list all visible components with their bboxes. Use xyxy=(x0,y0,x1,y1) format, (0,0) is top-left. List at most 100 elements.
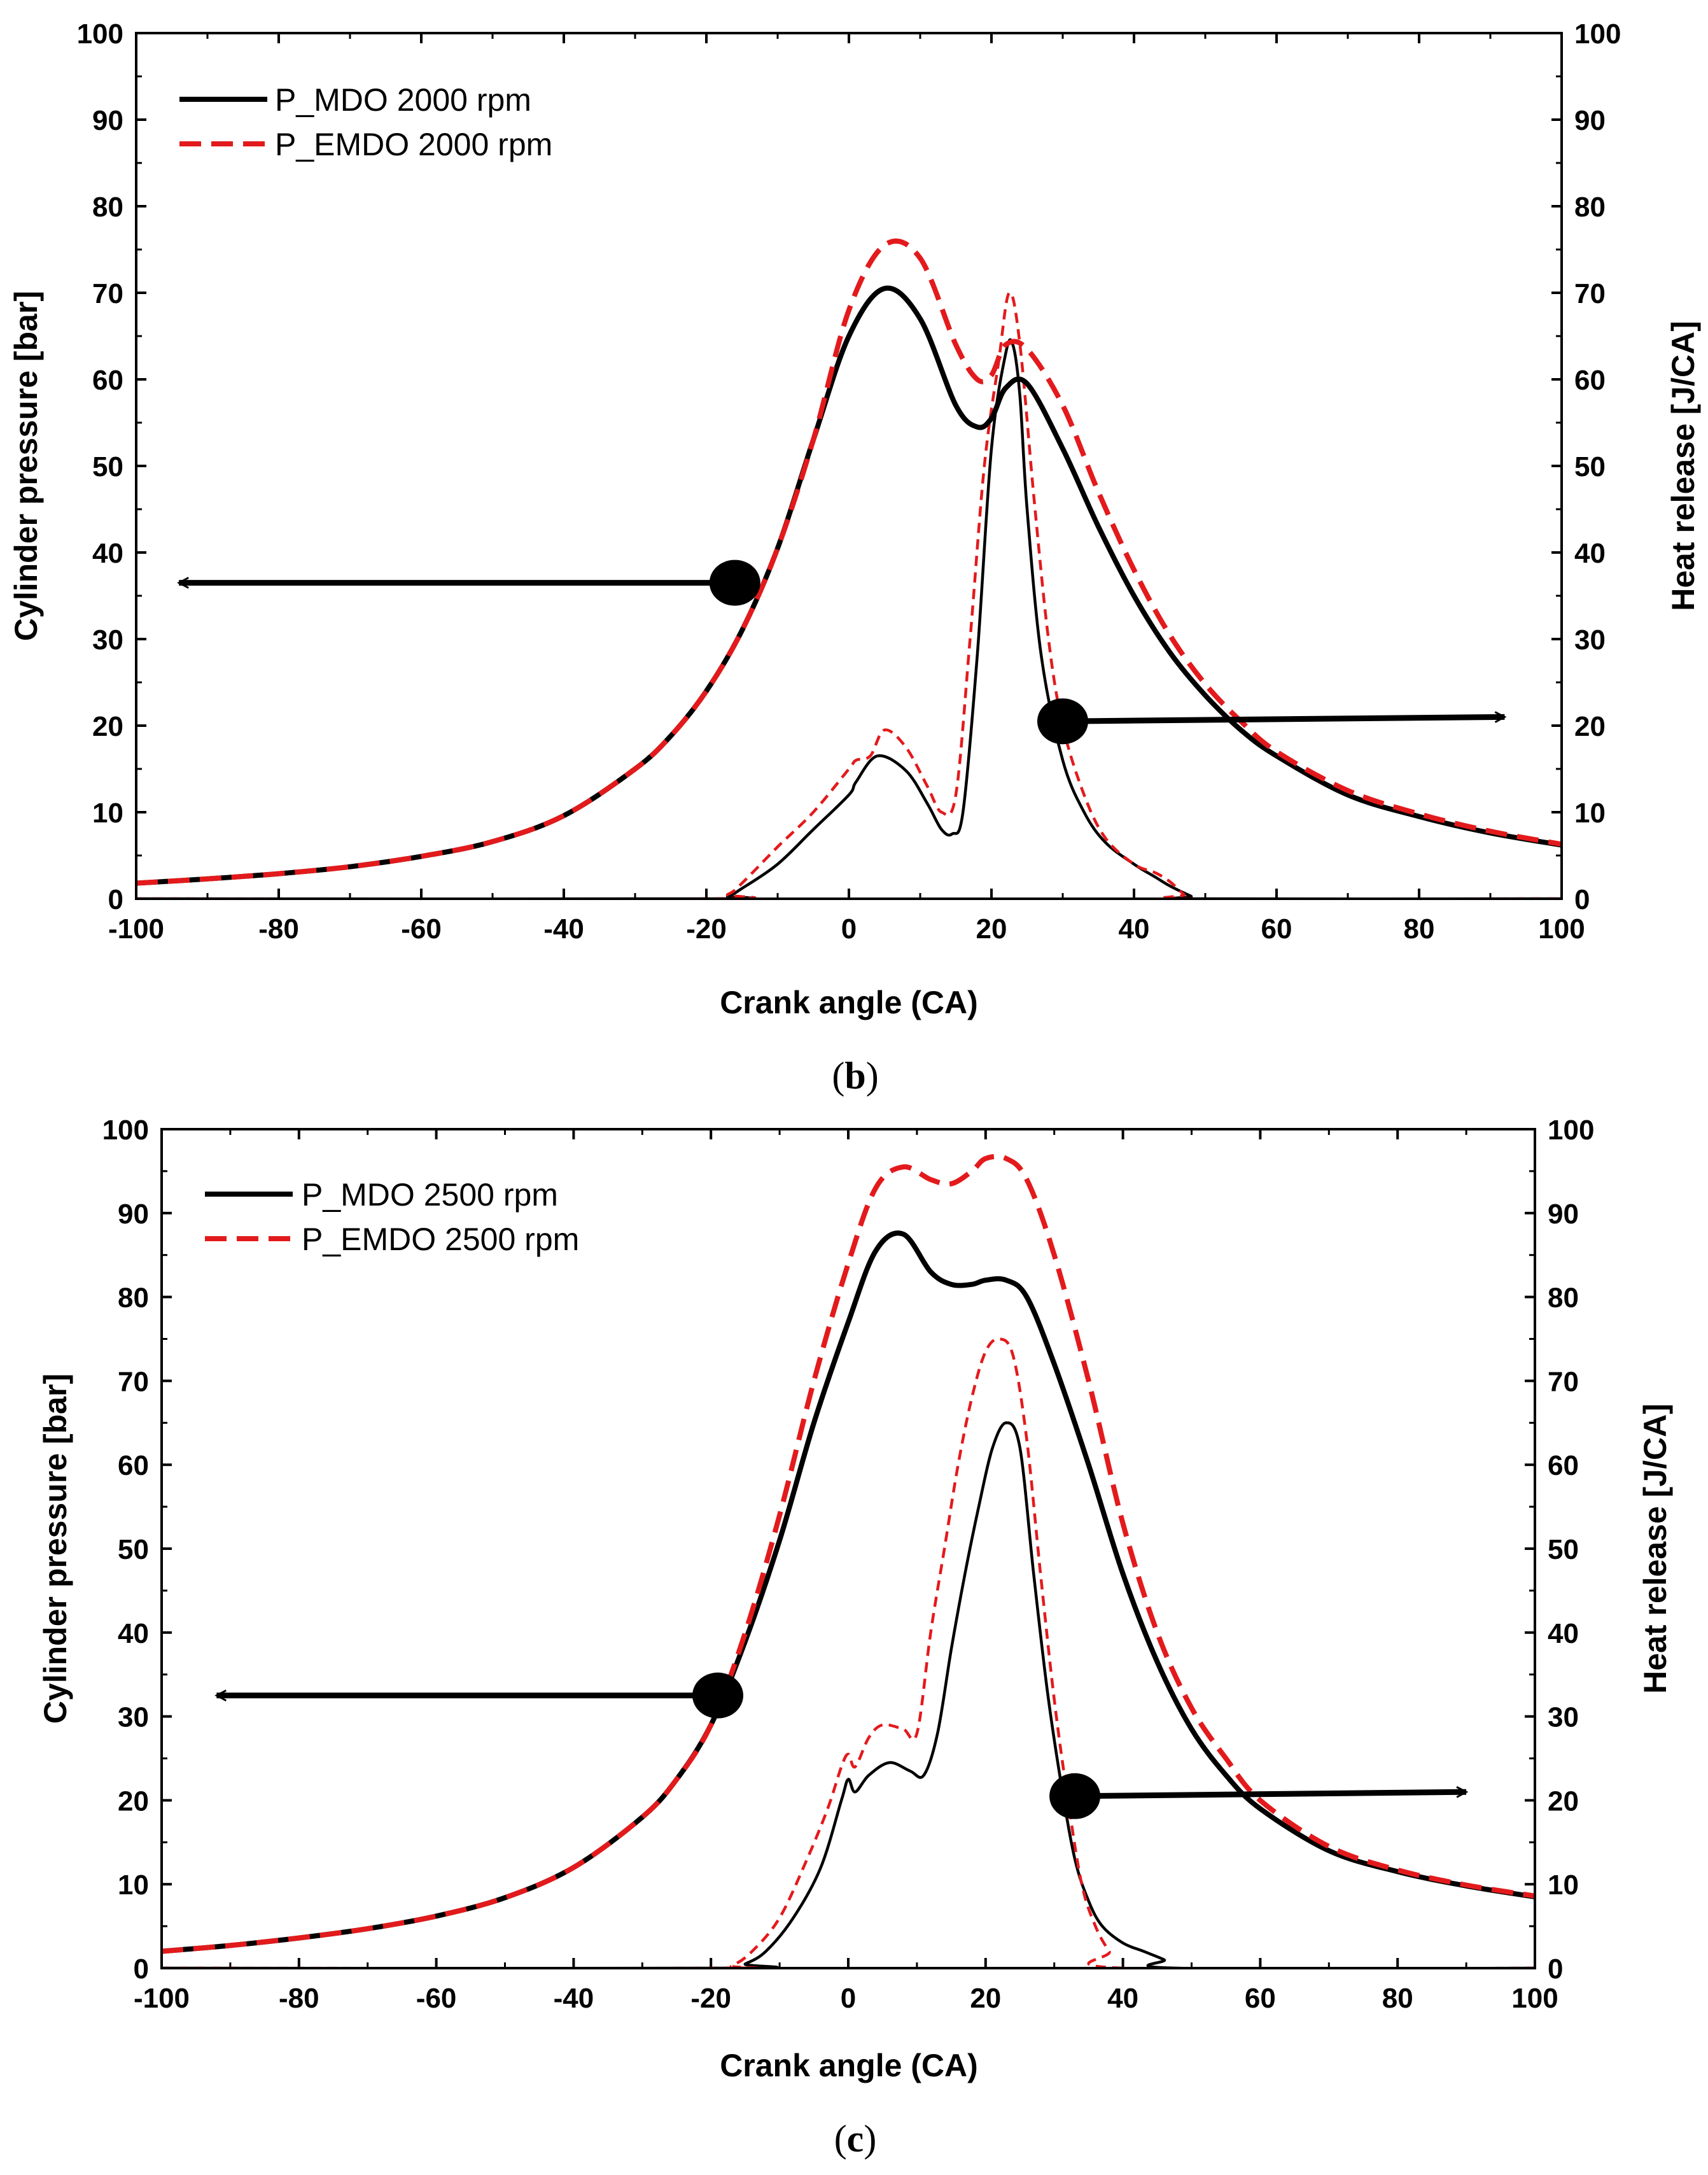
chart-c-x-tick-label: 40 xyxy=(1107,1983,1138,2014)
chart-b-x-tick-label: -80 xyxy=(258,913,299,945)
chart-c-y-right-tick-label: 40 xyxy=(1548,1618,1579,1649)
chart-b-y-axis-label-left: Cylinder pressure [bar] xyxy=(8,291,44,641)
chart-c-x-tick-label: -60 xyxy=(416,1983,457,2014)
chart-b-plot-frame xyxy=(135,32,1563,900)
chart-c-x-tick-label: 60 xyxy=(1245,1983,1276,2014)
chart-c-y-right-tick-label: 20 xyxy=(1548,1785,1579,1817)
chart-b-y-tick-label: 60 xyxy=(92,365,123,396)
chart-c-y-tick-label: 20 xyxy=(118,1785,149,1817)
chart-c-plot-frame xyxy=(160,1128,1536,1969)
chart-b-x-tick-label: 100 xyxy=(1538,913,1585,945)
chart-c-y-tick-label: 10 xyxy=(118,1869,149,1901)
chart-b-y-tick-label: 90 xyxy=(92,105,123,136)
chart-c-y-right-tick-label: 90 xyxy=(1548,1199,1579,1230)
chart-c-x-tick-label: 80 xyxy=(1382,1983,1413,2014)
chart-c-y-tick-label: 80 xyxy=(118,1283,149,1314)
chart-c-series-p-mdo-2500-rpm xyxy=(162,1230,1535,1954)
chart-b-y-right-tick-label: 40 xyxy=(1574,538,1606,569)
chart-c-x-tick-label: -100 xyxy=(134,1983,190,2014)
chart-c-arrow-dot-2 xyxy=(1049,1773,1101,1819)
chart-c-y-tick-label: 90 xyxy=(118,1199,149,1230)
chart-c-legend-label-emdo: P_EMDO 2500 rpm xyxy=(302,1221,579,1257)
chart-c-legend: P_MDO 2500 rpm P_EMDO 2500 rpm xyxy=(205,1177,579,1257)
chart-b-y-tick-label: 10 xyxy=(92,798,123,829)
chart-c-y-right-tick-label: 70 xyxy=(1548,1366,1579,1397)
chart-c-x-tick-label: 100 xyxy=(1511,1983,1558,2014)
chart-b-caption: (b) xyxy=(832,1055,878,1097)
chart-c-y-right-tick-label: 80 xyxy=(1548,1283,1579,1314)
chart-c-y-right-tick-label: 60 xyxy=(1548,1450,1579,1481)
chart-b-x-tick-label: 20 xyxy=(976,913,1007,945)
chart-c-y-tick-label: 60 xyxy=(118,1450,149,1481)
chart-c-y-axis-label-right: Heat release [J/CA] xyxy=(1637,1404,1673,1694)
chart-b-caption-close: ) xyxy=(866,1055,879,1097)
chart-b-x-tick-label: 60 xyxy=(1261,913,1292,945)
chart-b-y-right-tick-label: 50 xyxy=(1574,451,1606,482)
chart-b-legend: P_MDO 2000 rpm P_EMDO 2000 rpm xyxy=(179,82,552,162)
chart-c-y-tick-label: 30 xyxy=(118,1702,149,1733)
chart-c-y-tick-label: 40 xyxy=(118,1618,149,1649)
chart-b-y-tick-label: 70 xyxy=(92,278,123,309)
chart-b-arrow-dot-1 xyxy=(709,560,760,606)
chart-b-y-right-tick-label: 60 xyxy=(1574,365,1606,396)
chart-b-y-tick-label: 100 xyxy=(77,18,123,50)
chart-c-y-tick-label: 50 xyxy=(118,1534,149,1565)
chart-panel-b: -100 -80 -60 -40 -20 0 20 40 60 80 100010203040506… xyxy=(8,18,1701,1097)
chart-c-x-tick-label: -40 xyxy=(554,1983,594,2014)
chart-c-y-axis-label-left: Cylinder pressure [bar] xyxy=(38,1374,73,1724)
chart-b-y-tick-label: 40 xyxy=(92,538,123,569)
chart-c-arrow-2 xyxy=(1075,1792,1466,1799)
chart-c-x-tick-label: 0 xyxy=(841,1983,856,2014)
chart-c-y-tick-label: 70 xyxy=(118,1366,149,1397)
chart-b-x-tick-label: -40 xyxy=(543,913,584,945)
chart-b-x-tick-label: 80 xyxy=(1404,913,1435,945)
chart-panel-c: -100 -80 -60 -40 -20 0 20 40 60 80 100010203040506… xyxy=(38,1115,1673,2160)
chart-b-y-tick-label: 30 xyxy=(92,624,123,656)
chart-c-series-hr-emdo-2500-rpm xyxy=(162,1337,1535,1968)
chart-c-y-right-tick-label: 0 xyxy=(1548,1953,1563,1985)
chart-c-legend-label-mdo: P_MDO 2500 rpm xyxy=(302,1177,558,1213)
chart-c-x-tick-label: 20 xyxy=(970,1983,1001,2014)
chart-b-y-right-tick-label: 0 xyxy=(1574,884,1590,915)
chart-b-y-right-tick-label: 70 xyxy=(1574,278,1606,309)
chart-b-marks: -100 -80 -60 -40 -20 0 20 40 60 80 100010203040506… xyxy=(77,18,1621,945)
chart-c-caption-letter: c xyxy=(847,2118,864,2160)
chart-c-y-right-tick-label: 10 xyxy=(1548,1869,1579,1901)
chart-c-caption: (c) xyxy=(834,2118,877,2160)
chart-c-series-p-emdo-2500-rpm xyxy=(162,1153,1535,1954)
chart-c-caption-close: ) xyxy=(864,2118,876,2160)
chart-b-x-tick-label: -100 xyxy=(108,913,164,945)
chart-c-series-hr-mdo-2500-rpm xyxy=(162,1421,1535,1968)
chart-b-caption-letter: b xyxy=(844,1055,865,1097)
chart-c-y-right-tick-label: 100 xyxy=(1548,1115,1594,1146)
chart-b-y-right-tick-label: 30 xyxy=(1574,624,1606,656)
chart-c-y-right-tick-label: 30 xyxy=(1548,1702,1579,1733)
chart-b-x-tick-label: -60 xyxy=(401,913,442,945)
chart-b-x-tick-label: 40 xyxy=(1119,913,1150,945)
chart-b-y-right-tick-label: 100 xyxy=(1574,18,1621,50)
chart-b-x-tick-label: -20 xyxy=(686,913,727,945)
chart-b-legend-label-mdo: P_MDO 2000 rpm xyxy=(275,82,531,118)
chart-c-y-right-tick-label: 50 xyxy=(1548,1534,1579,1565)
chart-b-series-hr-emdo-2000-rpm xyxy=(136,291,1562,899)
chart-b-legend-label-emdo: P_EMDO 2000 rpm xyxy=(275,127,552,162)
chart-c-x-tick-label: -20 xyxy=(690,1983,731,2014)
chart-c-arrow-dot-1 xyxy=(692,1672,743,1719)
chart-c-x-tick-label: -80 xyxy=(279,1983,319,2014)
chart-b-y-right-tick-label: 90 xyxy=(1574,105,1606,136)
chart-b-y-right-tick-label: 20 xyxy=(1574,711,1606,742)
chart-b-arrow-dot-2 xyxy=(1037,698,1088,745)
chart-b-y-right-tick-label: 10 xyxy=(1574,798,1606,829)
chart-b-series-hr-mdo-2000-rpm xyxy=(136,338,1562,899)
chart-b-y-tick-label: 50 xyxy=(92,451,123,482)
chart-c-marks: -100 -80 -60 -40 -20 0 20 40 60 80 100010203040506… xyxy=(102,1115,1595,2014)
chart-c-x-axis-label: Crank angle (CA) xyxy=(720,2048,978,2083)
chart-b-y-axis-label-right: Heat release [J/CA] xyxy=(1665,321,1701,611)
chart-b-x-tick-label: 0 xyxy=(841,913,857,945)
chart-b-arrow-2 xyxy=(1062,717,1504,724)
chart-b-x-axis-label: Crank angle (CA) xyxy=(720,985,978,1020)
chart-c-y-tick-label: 100 xyxy=(102,1115,149,1146)
chart-c-caption-open: ( xyxy=(834,2118,847,2160)
chart-b-y-tick-label: 20 xyxy=(92,711,123,742)
